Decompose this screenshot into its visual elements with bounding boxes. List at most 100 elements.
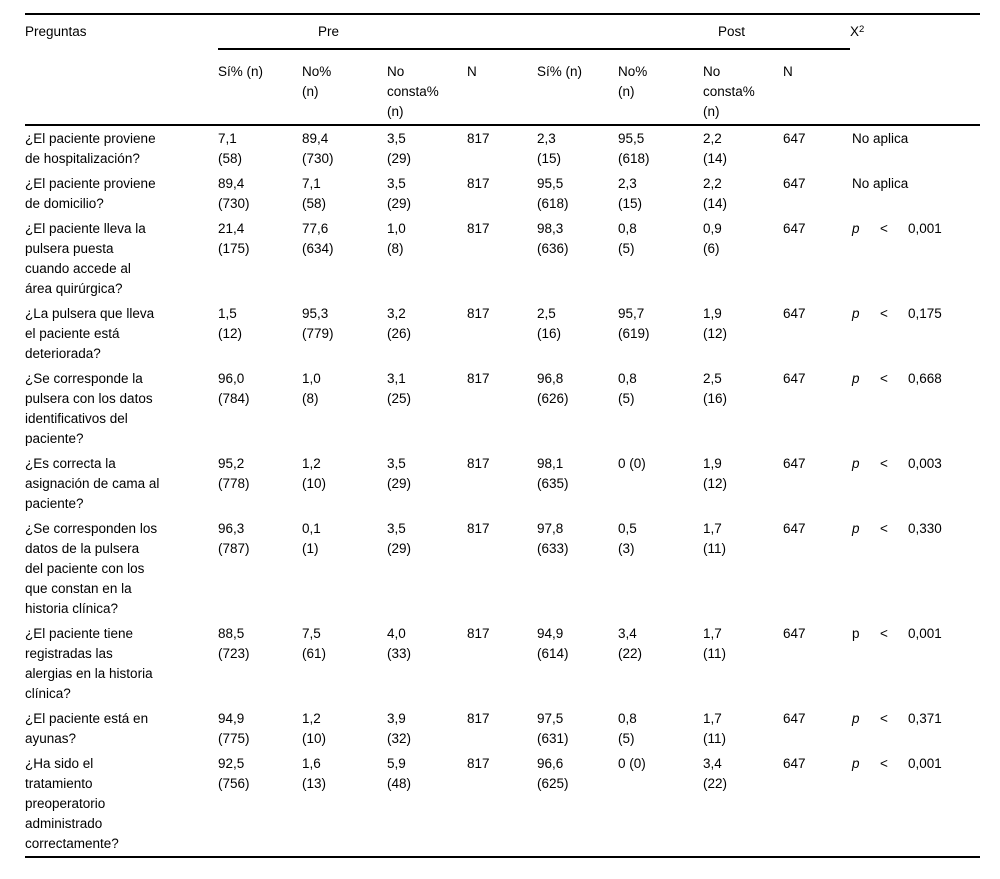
pre-si-cell: 96,0 (784) [218,371,250,406]
p-symbol: p [852,521,860,536]
pre-noconsta-cell: 3,1 (25) [387,371,412,406]
post-si-cell: 97,5 (631) [537,711,569,746]
post-n-cell: 647 [783,131,806,146]
chi-cell: p <0,003 [850,451,980,516]
table-row: ¿El paciente lleva la pulsera puesta cua… [25,216,980,301]
post-si-cell: 97,8 (633) [537,521,569,556]
header-chi-squared: X2 [850,14,980,126]
header-preguntas: Preguntas [25,14,218,126]
pre-no-cell: 0,1 (1) [302,521,321,556]
chi-cell: p <0,371 [850,706,980,751]
p-value: 0,003 [908,456,942,471]
post-si-cell: 96,6 (625) [537,756,569,791]
table-row: ¿Ha sido el tratamiento preoperatorio ad… [25,751,980,857]
post-si-cell: 95,5 (618) [537,176,569,211]
pre-noconsta-cell: 3,5 (29) [387,456,412,491]
post-no-cell: 0,8 (5) [618,371,637,406]
subheader-post-si: Sí% (n) [537,49,618,126]
post-n-cell: 647 [783,456,806,471]
subheader-pre-si: Sí% (n) [218,49,302,126]
post-noconsta-cell: 1,9 (12) [703,306,728,341]
table-body: ¿El paciente proviene de hospitalización… [25,125,980,857]
pre-noconsta-cell: 3,2 (26) [387,306,412,341]
question-cell: ¿El paciente está en ayunas? [25,711,149,746]
pre-noconsta-cell: 3,9 (32) [387,711,412,746]
p-value: 0,330 [908,521,942,536]
post-no-cell: 0,8 (5) [618,221,637,256]
post-si-cell: 96,8 (626) [537,371,569,406]
p-value: 0,001 [908,626,942,641]
post-n-cell: 647 [783,626,806,641]
pre-si-cell: 96,3 (787) [218,521,250,556]
chi-superscript: 2 [859,24,865,35]
post-no-cell: 0 (0) [618,756,646,771]
post-no-cell: 95,7 (619) [618,306,650,341]
question-cell: ¿El paciente proviene de hospitalización… [25,131,156,166]
post-n-cell: 647 [783,306,806,321]
pre-si-cell: 21,4 (175) [218,221,250,256]
less-than-sign: < [880,371,888,386]
table-row: ¿Es correcta la asignación de cama al pa… [25,451,980,516]
pre-si-cell: 89,4 (730) [218,176,250,211]
pre-no-cell: 7,5 (61) [302,626,327,661]
p-value: 0,175 [908,306,942,321]
pre-noconsta-cell: 3,5 (29) [387,521,412,556]
post-si-cell: 94,9 (614) [537,626,569,661]
post-no-cell: 2,3 (15) [618,176,643,211]
post-si-cell: 2,5 (16) [537,306,562,341]
header-pre: Pre [318,24,340,39]
pre-noconsta-cell: 4,0 (33) [387,626,412,661]
results-table: Preguntas Pre Post X2 Sí% (n) No% (n) No… [25,13,980,858]
post-si-cell: 2,3 (15) [537,131,562,166]
pre-noconsta-cell: 1,0 (8) [387,221,406,256]
subheader-post-noconsta: No consta% (n) [703,49,783,126]
pre-no-cell: 89,4 (730) [302,131,334,166]
less-than-sign: < [880,221,888,236]
question-cell: ¿Se corresponden los datos de la pulsera… [25,521,158,616]
question-cell: ¿Es correcta la asignación de cama al pa… [25,456,160,511]
pre-n-cell: 817 [467,711,490,726]
pre-n-cell: 817 [467,176,490,191]
table-row: ¿El paciente proviene de hospitalización… [25,125,980,171]
table-row: ¿Se corresponde la pulsera con los datos… [25,366,980,451]
pre-si-cell: 94,9 (775) [218,711,250,746]
pre-no-cell: 1,2 (10) [302,456,327,491]
pre-si-cell: 95,2 (778) [218,456,250,491]
less-than-sign: < [880,306,888,321]
pre-n-cell: 817 [467,521,490,536]
question-cell: ¿Ha sido el tratamiento preoperatorio ad… [25,756,119,851]
subheader-post-no: No% (n) [618,49,703,126]
post-noconsta-cell: 1,9 (12) [703,456,728,491]
chi-cell: p <0,001 [850,751,980,857]
header-group-spanner: Pre Post [218,14,850,50]
pre-no-cell: 95,3 (779) [302,306,334,341]
chi-text: No aplica [852,176,909,191]
subheader-row: Sí% (n) No% (n) No consta% (n) N Sí% (n)… [25,49,980,126]
pre-noconsta-cell: 3,5 (29) [387,176,412,211]
post-n-cell: 647 [783,371,806,386]
pre-n-cell: 817 [467,626,490,641]
subheader-pre-noconsta: No consta% (n) [387,49,467,126]
pre-no-cell: 1,2 (10) [302,711,327,746]
question-cell: ¿El paciente proviene de domicilio? [25,176,156,211]
post-si-cell: 98,3 (636) [537,221,569,256]
post-no-cell: 95,5 (618) [618,131,650,166]
table-row: ¿La pulsera que lleva el paciente está d… [25,301,980,366]
p-value: 0,001 [908,221,942,236]
p-value: 0,668 [908,371,942,386]
post-no-cell: 0 (0) [618,456,646,471]
post-n-cell: 647 [783,711,806,726]
p-symbol: p [852,711,860,726]
post-no-cell: 3,4 (22) [618,626,643,661]
chi-cell: p <0,001 [850,621,980,706]
subheader-pre-n: N [467,49,537,126]
table-row: ¿Se corresponden los datos de la pulsera… [25,516,980,621]
table-row: ¿El paciente proviene de domicilio? 89,4… [25,171,980,216]
p-symbol: p [852,756,860,771]
chi-text: No aplica [852,131,909,146]
pre-no-cell: 1,0 (8) [302,371,321,406]
chi-symbol: X [850,24,860,39]
pre-si-cell: 7,1 (58) [218,131,243,166]
p-symbol: p [852,306,860,321]
